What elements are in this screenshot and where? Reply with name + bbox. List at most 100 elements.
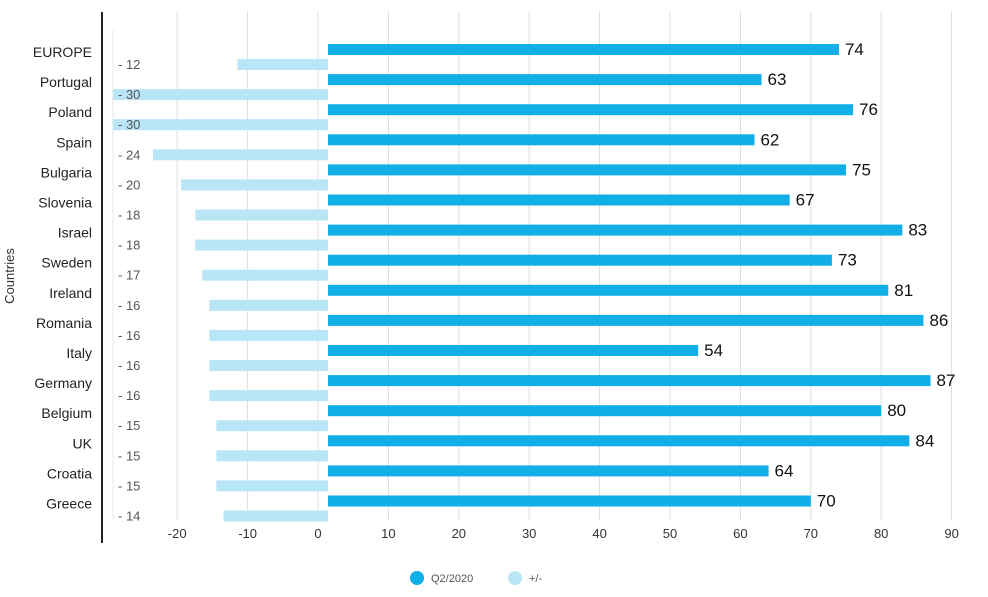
bar-diff-7	[202, 269, 328, 281]
diff-label-15: - 14	[118, 509, 140, 524]
bar-q2-2020-12	[328, 405, 882, 417]
x-tick-label-8: 60	[733, 526, 747, 541]
bar-diff-1	[113, 89, 328, 101]
category-label-5: Slovenia	[38, 195, 92, 211]
legend-label-diff: +/-	[529, 573, 542, 585]
x-tick-label-5: 30	[522, 526, 536, 541]
category-label-14: Croatia	[47, 465, 92, 481]
category-label-12: Belgium	[41, 405, 92, 421]
category-label-0: EUROPE	[33, 44, 92, 60]
bar-diff-6	[195, 239, 328, 251]
x-tick-label-10: 80	[874, 526, 888, 541]
x-tick-label-1: -10	[238, 526, 257, 541]
diff-label-8: - 16	[118, 298, 140, 313]
bar-q2-2020-3	[328, 134, 755, 146]
x-tick-label-11: 90	[944, 526, 958, 541]
x-tick-label-2: 0	[314, 526, 321, 541]
x-tick-labels: -20 -10 0 10 20 30 40 50 60 70 80 90	[168, 526, 959, 541]
diff-label-11: - 16	[118, 388, 140, 403]
category-label-11: Germany	[34, 375, 92, 391]
category-label-13: UK	[73, 435, 93, 451]
category-labels: EUROPE Portugal Poland Spain Bulgaria Sloveni…	[33, 44, 93, 512]
x-tick-label-6: 40	[592, 526, 606, 541]
bar-q2-2020-6	[328, 224, 903, 236]
value-label-11: 87	[936, 371, 955, 390]
difference-labels: - 12 - 30 - 30 - 24 - 20 - 18 - 18 - 17 - 16 - 16…	[118, 57, 140, 524]
bar-diff-14	[216, 480, 328, 492]
diff-label-7: - 17	[118, 268, 140, 283]
category-label-10: Italy	[66, 345, 92, 361]
bar-q2-2020-1	[328, 74, 762, 86]
bar-diff-15	[223, 510, 328, 522]
bar-q2-2020-15	[328, 495, 811, 507]
category-label-2: Poland	[48, 104, 92, 120]
diff-label-13: - 15	[118, 448, 140, 463]
bar-diff-4	[181, 179, 328, 191]
value-label-9: 86	[929, 311, 948, 330]
bars-group	[113, 44, 931, 522]
value-label-1: 63	[768, 70, 787, 89]
bar-diff-3	[153, 149, 328, 161]
diff-label-10: - 16	[118, 358, 140, 373]
value-label-5: 67	[796, 191, 815, 210]
value-label-2: 76	[859, 100, 878, 119]
bar-diff-8	[209, 299, 328, 311]
diff-label-3: - 24	[118, 147, 140, 162]
value-label-7: 73	[838, 251, 857, 270]
diff-label-1: - 30	[118, 87, 140, 102]
value-label-12: 80	[887, 401, 906, 420]
value-label-8: 81	[894, 281, 913, 300]
bar-diff-11	[209, 390, 328, 402]
legend-marker-diff	[508, 571, 522, 585]
x-tick-label-9: 70	[804, 526, 818, 541]
x-tick-label-3: 10	[381, 526, 395, 541]
category-label-1: Portugal	[40, 74, 92, 90]
bar-q2-2020-11	[328, 375, 931, 387]
value-label-10: 54	[704, 341, 723, 360]
bar-diff-13	[216, 450, 328, 462]
bar-q2-2020-4	[328, 164, 846, 176]
category-label-6: Israel	[58, 225, 92, 241]
bar-q2-2020-9	[328, 314, 924, 326]
bar-q2-2020-10	[328, 345, 699, 356]
category-label-9: Romania	[36, 315, 92, 331]
value-label-14: 64	[775, 461, 794, 480]
x-tick-label-4: 20	[452, 526, 466, 541]
value-label-0: 74	[845, 40, 864, 59]
value-label-3: 62	[760, 130, 779, 149]
bar-q2-2020-5	[328, 194, 790, 206]
y-axis-title: Countries	[2, 248, 17, 304]
value-label-6: 83	[908, 221, 927, 240]
bar-diff-2	[113, 119, 328, 131]
diff-label-2: - 30	[118, 117, 140, 132]
diff-label-4: - 20	[118, 177, 140, 192]
bar-q2-2020-14	[328, 465, 769, 477]
bar-diff-5	[195, 209, 328, 221]
bar-q2-2020-13	[328, 435, 910, 447]
category-label-4: Bulgaria	[41, 164, 93, 180]
diff-label-0: - 12	[118, 57, 140, 72]
diff-label-5: - 18	[118, 208, 140, 223]
bar-q2-2020-0	[328, 44, 839, 55]
value-labels: 74 63 76 62 75 67 83 73 81 86 54 87 80 84 64 70	[704, 40, 955, 511]
bar-q2-2020-8	[328, 284, 889, 296]
legend-marker-q2-2020	[410, 571, 424, 585]
value-label-4: 75	[852, 160, 871, 179]
diff-label-12: - 15	[118, 418, 140, 433]
x-tick-label-7: 50	[663, 526, 677, 541]
category-label-8: Ireland	[49, 285, 92, 301]
legend: Q2/2020 +/-	[410, 571, 542, 585]
value-label-15: 70	[817, 492, 836, 511]
bar-q2-2020-2	[328, 104, 854, 116]
bar-diff-12	[216, 420, 328, 432]
category-label-3: Spain	[56, 134, 92, 150]
value-label-13: 84	[915, 431, 934, 450]
bar-q2-2020-7	[328, 254, 832, 266]
diff-label-9: - 16	[118, 328, 140, 343]
category-label-15: Greece	[46, 496, 92, 512]
x-tick-label-0: -20	[168, 526, 187, 541]
diff-label-14: - 15	[118, 478, 140, 493]
diff-label-6: - 18	[118, 238, 140, 253]
legend-label-q2-2020: Q2/2020	[431, 573, 473, 585]
